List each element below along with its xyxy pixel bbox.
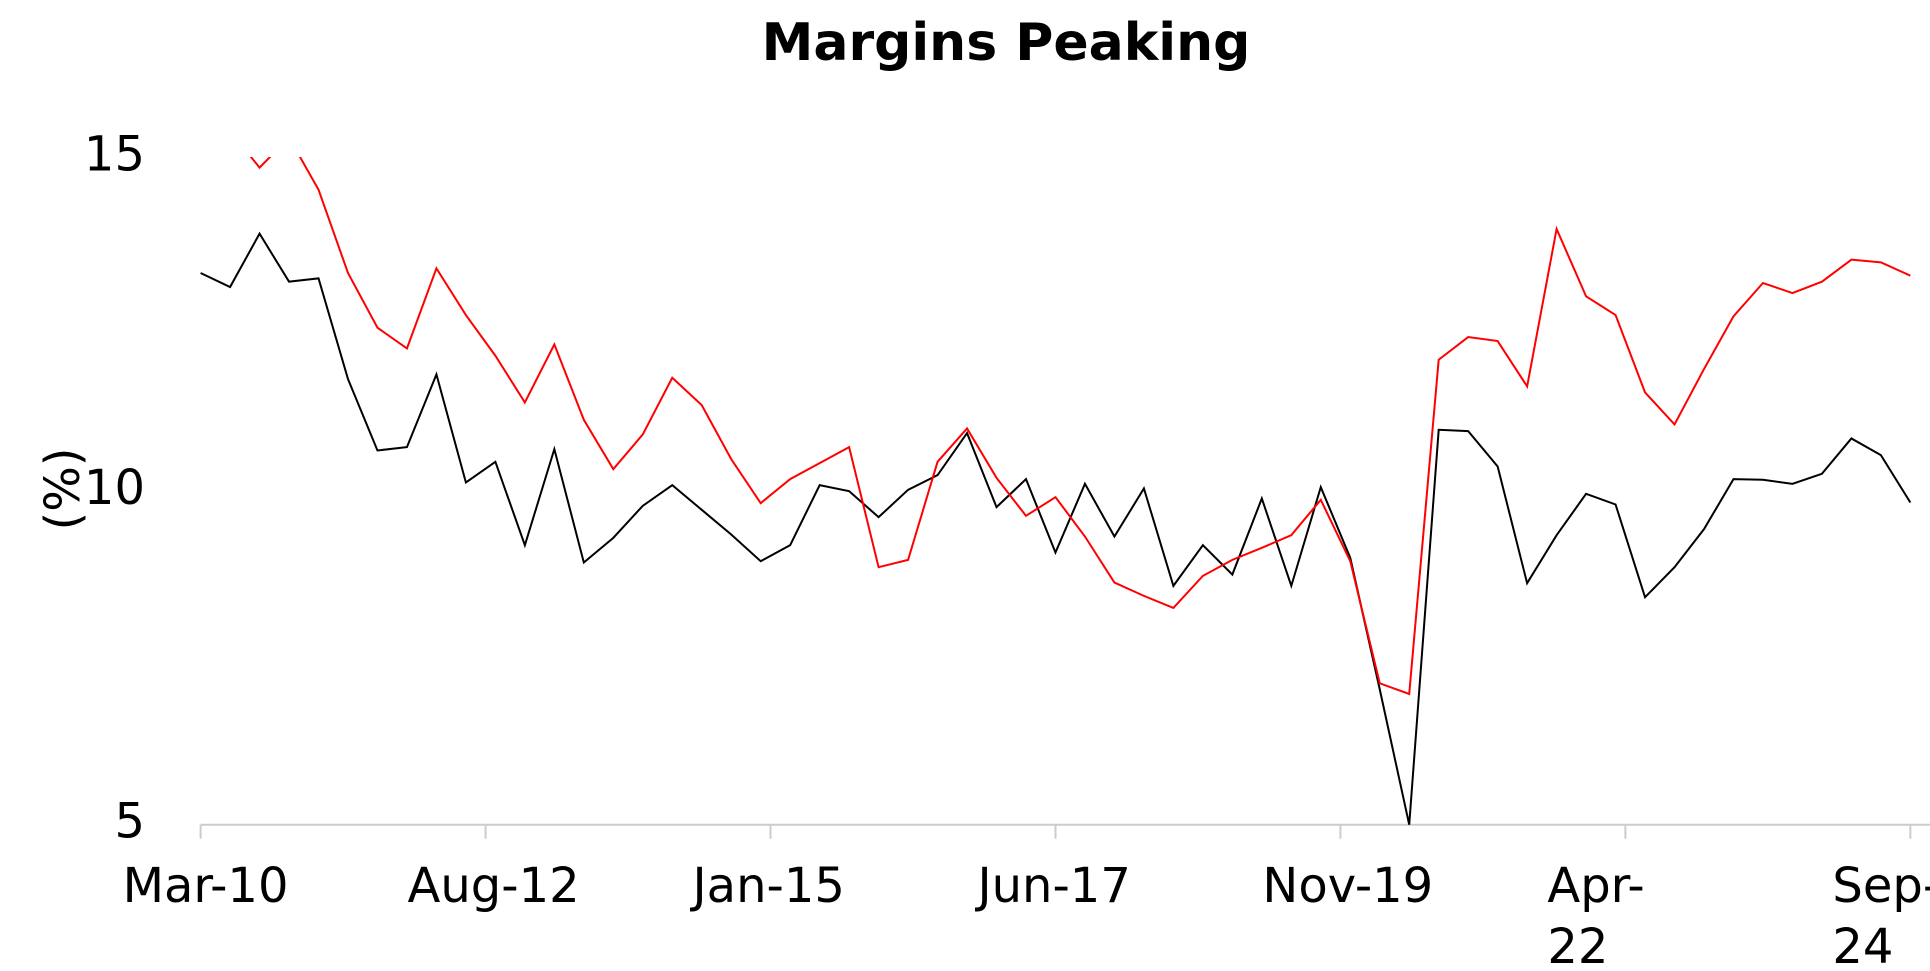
x-tick-label-line: 24 [1832, 919, 1893, 971]
x-tick-label-line: Apr- [1547, 858, 1644, 914]
y-axis-label: (%) [35, 447, 91, 530]
line-series [200, 231, 1912, 825]
chart-title: Margins Peaking [762, 13, 1251, 73]
x-tick-label: Aug-12 [408, 858, 580, 914]
x-tick-label-line: Sep- [1832, 858, 1930, 914]
x-tick-label: Apr-22 [1547, 858, 1644, 971]
x-tick-label: Nov-19 [1262, 858, 1433, 914]
line-series [249, 157, 1911, 696]
y-tick-label: 5 [114, 794, 145, 850]
plot-area [200, 157, 1912, 825]
x-tick-label: Sep-24 [1832, 858, 1930, 971]
y-tick-label: 15 [84, 127, 145, 183]
x-tick-label: Jun-17 [974, 858, 1130, 914]
x-tick-label: Jan-15 [690, 858, 845, 914]
y-tick-label: 10 [84, 460, 145, 516]
x-tick-label: Mar-10 [123, 858, 289, 914]
x-tick-label-line: 22 [1547, 919, 1608, 971]
